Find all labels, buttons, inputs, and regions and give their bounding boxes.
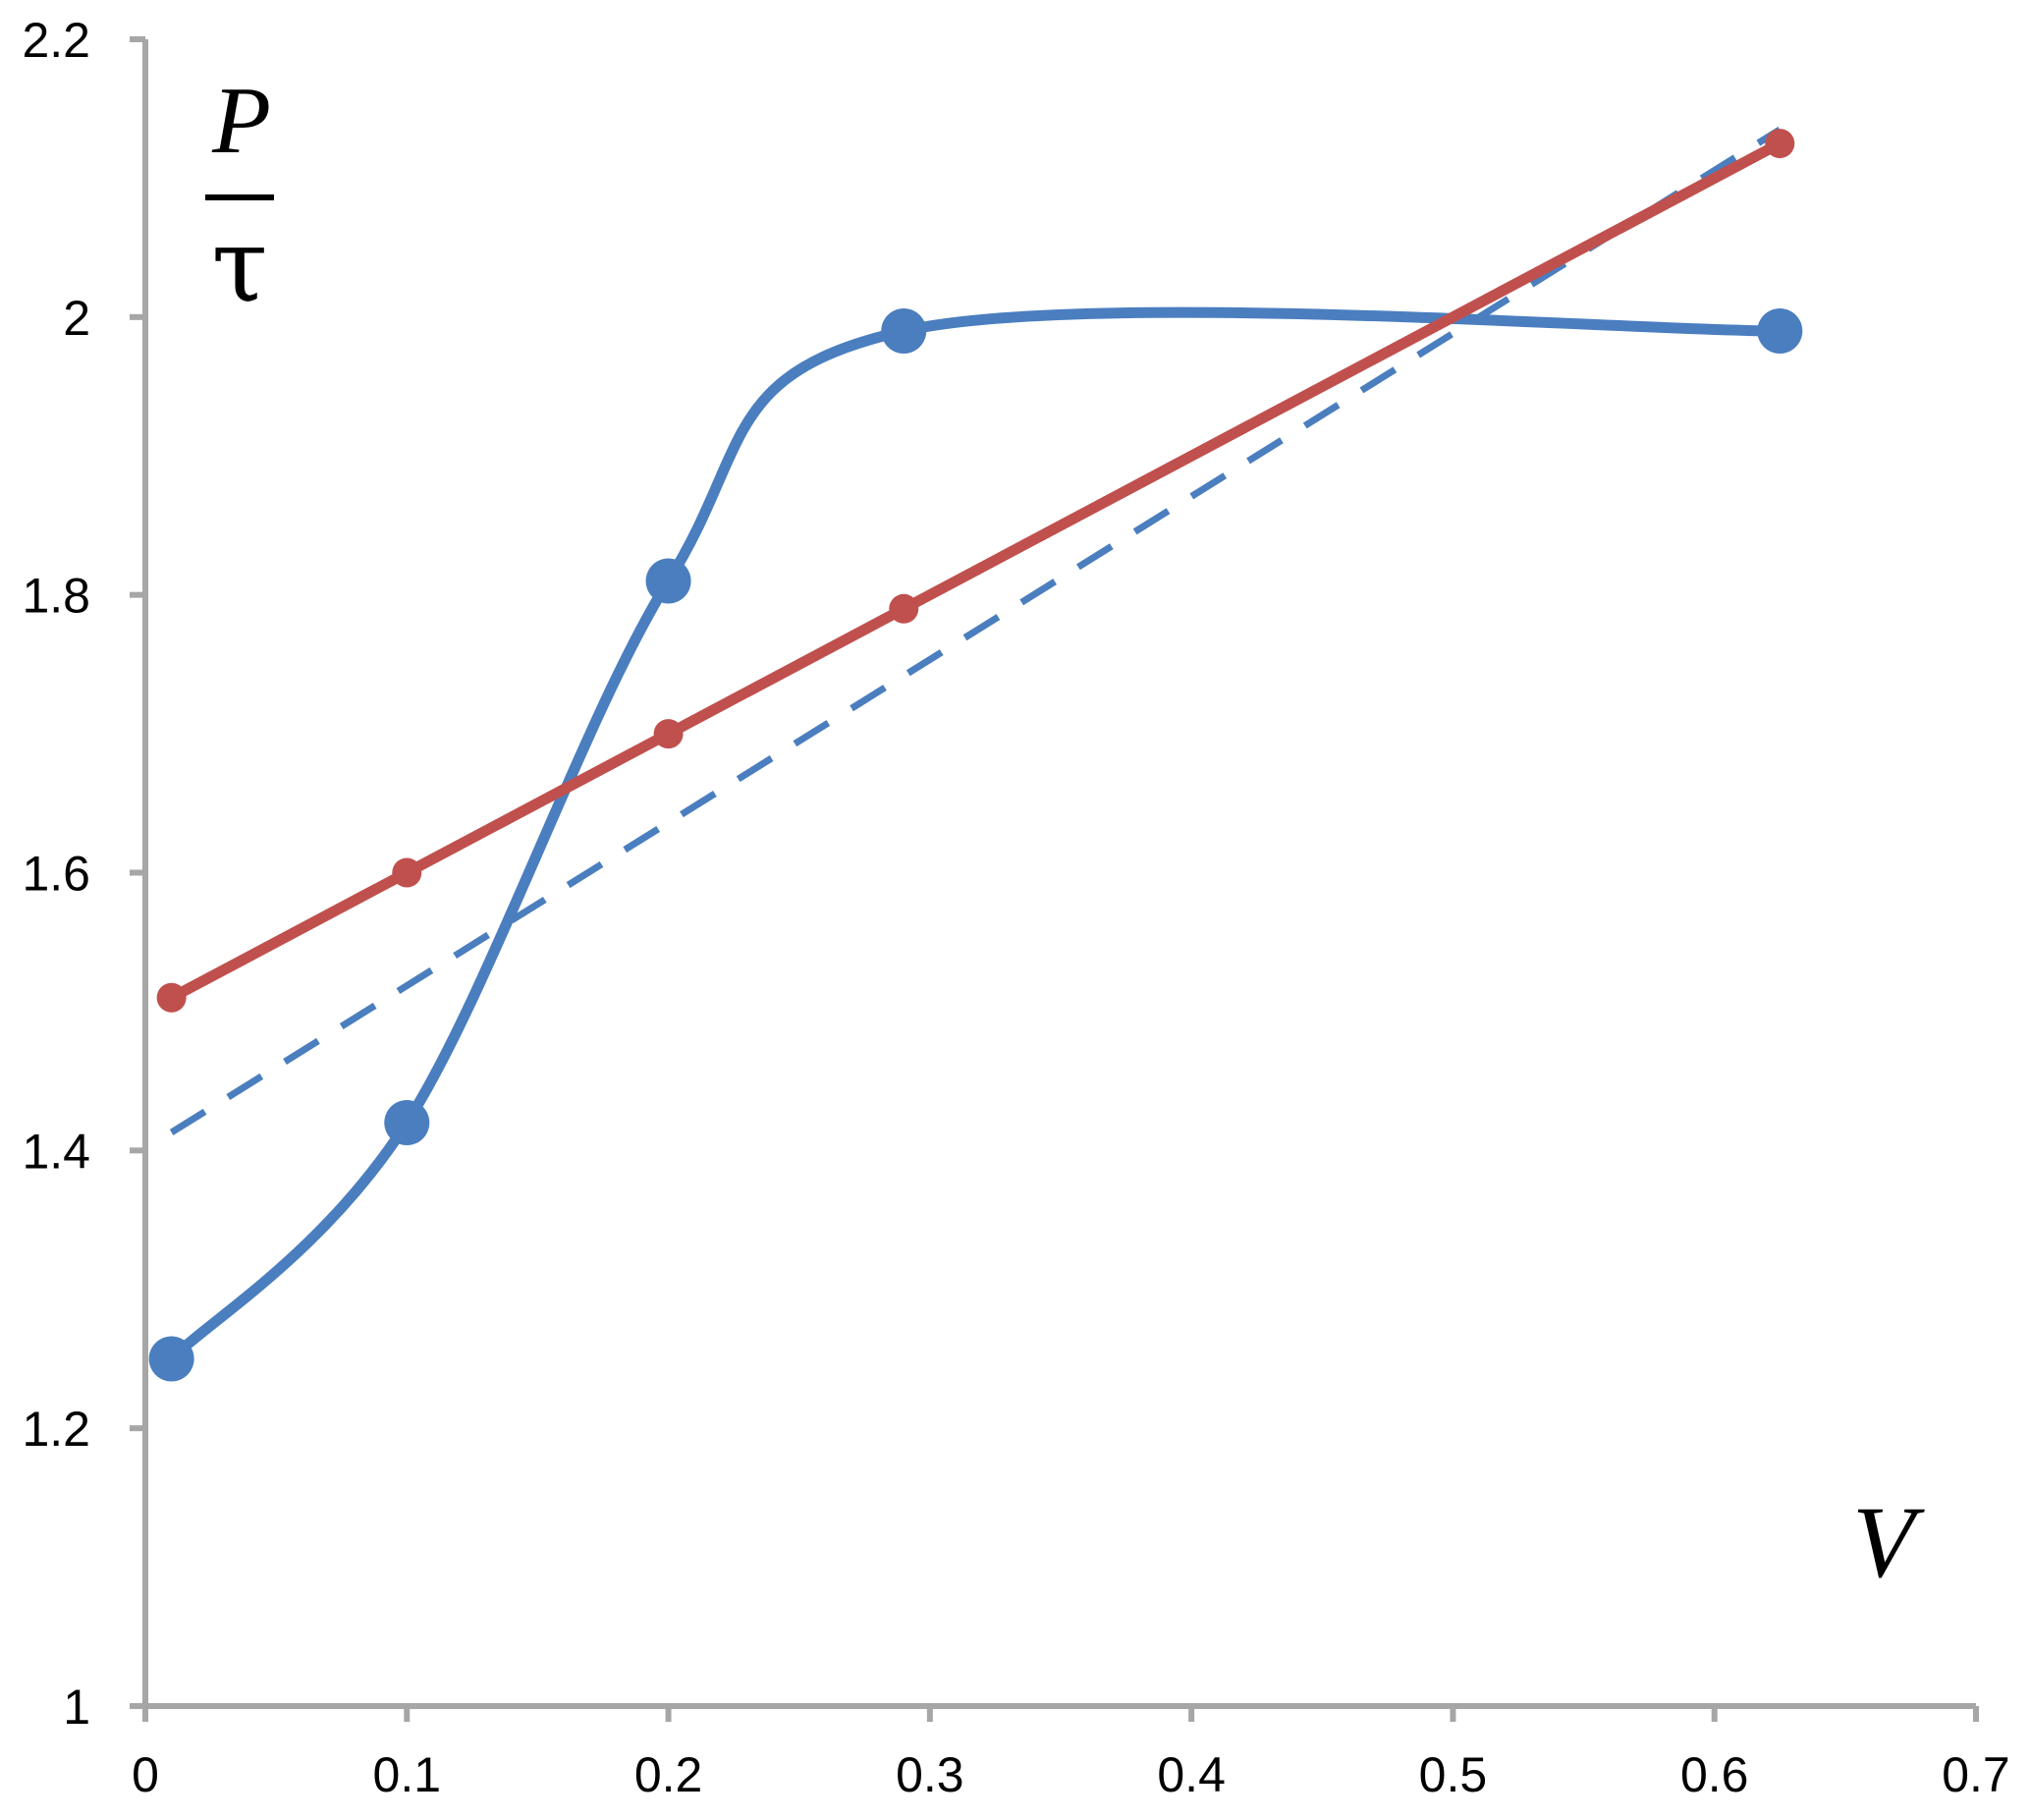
data-point-small bbox=[889, 593, 919, 624]
x-tick-label: 0.3 bbox=[896, 1747, 964, 1802]
y-tick-label: 2.2 bbox=[22, 13, 90, 68]
y-tick-label: 1 bbox=[63, 1680, 90, 1735]
x-tick-label: 0.6 bbox=[1680, 1747, 1749, 1802]
x-ticks: 0 0.1 0.2 0.3 0.4 0.5 0.6 0.7 bbox=[132, 1706, 2010, 1802]
series-line-dashed bbox=[169, 126, 1783, 1135]
y-tick-label: 1.2 bbox=[22, 1402, 90, 1457]
y-axis-title-numerator: P bbox=[211, 68, 271, 174]
data-point-large bbox=[1757, 307, 1803, 354]
x-tick-label: 0 bbox=[132, 1747, 159, 1802]
data-point-large bbox=[881, 307, 927, 354]
data-point-small bbox=[156, 982, 187, 1013]
y-tick-label: 2 bbox=[63, 291, 90, 346]
data-point-large bbox=[148, 1336, 194, 1382]
x-axis-title: V bbox=[1852, 1486, 1925, 1599]
y-tick-label: 1.8 bbox=[22, 569, 90, 624]
data-point-large bbox=[384, 1100, 430, 1146]
data-point-small bbox=[1765, 129, 1795, 159]
y-axis-title: P τ bbox=[205, 68, 274, 325]
x-tick-label: 0.4 bbox=[1157, 1747, 1226, 1802]
series-2 bbox=[169, 126, 1783, 1135]
data-point-small bbox=[653, 719, 684, 749]
series-layer bbox=[148, 126, 1803, 1382]
series-1 bbox=[156, 129, 1795, 1013]
y-ticks: 1 1.2 1.4 1.6 1.8 2 2.2 bbox=[22, 13, 145, 1735]
series-line-smooth bbox=[166, 306, 1785, 1364]
x-tick-label: 0.5 bbox=[1419, 1747, 1488, 1802]
y-tick-label: 1.4 bbox=[22, 1124, 90, 1179]
x-tick-label: 0.7 bbox=[1942, 1747, 2010, 1802]
data-point-large bbox=[645, 558, 691, 604]
x-tick-label: 0.1 bbox=[373, 1747, 442, 1802]
y-tick-label: 1.6 bbox=[22, 847, 90, 902]
x-tick-label: 0.2 bbox=[634, 1747, 703, 1802]
series-0 bbox=[148, 306, 1803, 1382]
data-point-small bbox=[392, 857, 422, 888]
y-axis-title-denominator: τ bbox=[211, 205, 268, 325]
